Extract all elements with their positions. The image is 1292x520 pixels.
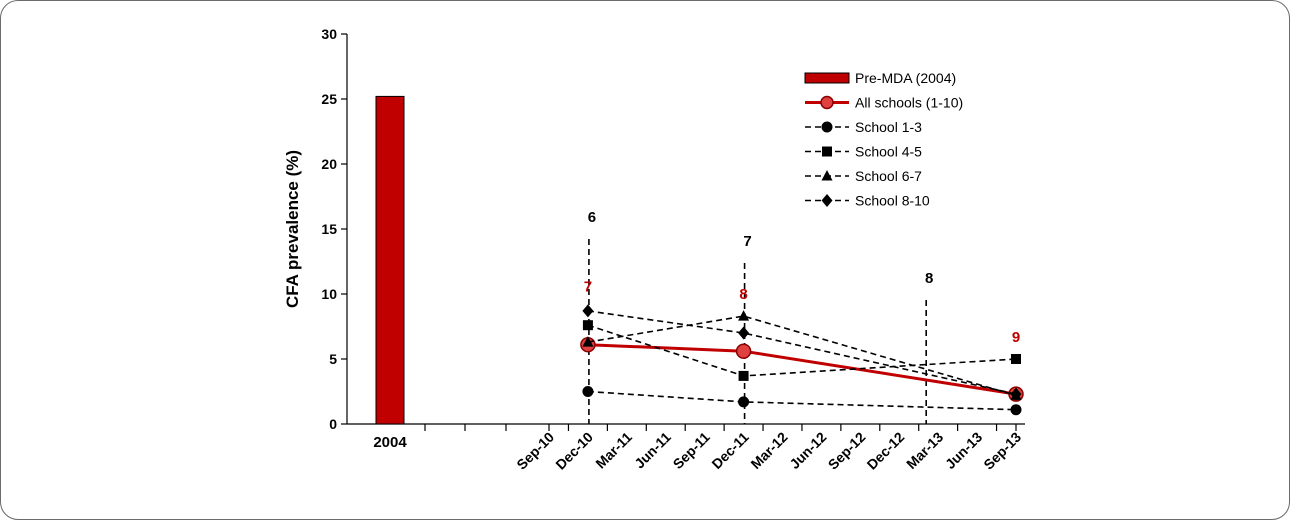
legend-swatch: [804, 72, 850, 84]
data-point: [582, 320, 593, 331]
legend-label: All schools (1-10): [855, 95, 963, 111]
x-tick-label: Jun-11: [631, 429, 674, 472]
x-tick-label: Dec-10: [552, 429, 596, 473]
x-tick-label: Sep-10: [513, 429, 557, 473]
x-tick-label: Dec-11: [708, 429, 751, 472]
legend-marker: [821, 121, 833, 133]
mda-round-label: 8: [925, 270, 933, 287]
legend-label: School 6-7: [855, 168, 922, 184]
mda-round-label: 7: [743, 233, 751, 250]
y-tick-label: 20: [321, 156, 337, 172]
series-line: [587, 310, 1017, 395]
legend-marker: [821, 194, 833, 207]
data-point: [582, 304, 594, 318]
data-point: [735, 343, 752, 359]
legend-label: School 1-3: [855, 119, 922, 135]
x-category-label: 2004: [373, 434, 407, 451]
mda-round-label: 6: [588, 209, 596, 226]
x-tick-label: Jun-12: [786, 429, 829, 472]
x-tick-label: Mar-11: [592, 429, 635, 472]
legend-label: School 4-5: [855, 144, 922, 160]
x-tick-label: Sep-13: [980, 429, 1024, 473]
survey-label: 9: [1012, 329, 1020, 346]
series-line: [587, 315, 1017, 397]
y-tick-label: 15: [321, 221, 337, 237]
survey-label: 8: [739, 286, 747, 303]
x-tick-label: Sep-12: [825, 429, 869, 473]
x-tick-label: Dec-12: [864, 429, 908, 473]
data-point: [738, 370, 749, 381]
x-tick-label: Mar-12: [747, 429, 790, 472]
series-line: [587, 324, 1017, 377]
legend-label: Pre-MDA (2004): [855, 70, 956, 86]
y-tick-label: 10: [321, 286, 337, 302]
y-tick-label: 0: [329, 416, 337, 432]
series-line: [587, 390, 1017, 411]
y-tick-label: 25: [321, 91, 337, 107]
data-point: [738, 396, 750, 408]
data-point: [738, 310, 750, 321]
x-tick-label: Sep-11: [670, 429, 713, 472]
series-line: [587, 343, 1017, 396]
data-point: [1010, 387, 1022, 401]
data-point: [582, 336, 594, 347]
legend-marker: [822, 146, 832, 157]
data-point: [738, 326, 750, 340]
x-tick-label: Mar-13: [903, 429, 946, 472]
bar-pre-mda: [375, 95, 405, 425]
legend-marker: [820, 95, 834, 110]
data-point: [582, 386, 594, 397]
data-point: [1010, 404, 1022, 416]
survey-label: 7: [584, 278, 592, 295]
y-tick-label: 30: [321, 26, 337, 42]
x-tick-label: Jun-13: [942, 429, 985, 472]
y-tick-label: 5: [329, 351, 337, 367]
data-point: [1011, 354, 1021, 364]
legend-marker: [821, 170, 833, 181]
legend-label: School 8-10: [855, 193, 930, 209]
y-axis-title: CFA prevalence (%): [283, 150, 302, 308]
